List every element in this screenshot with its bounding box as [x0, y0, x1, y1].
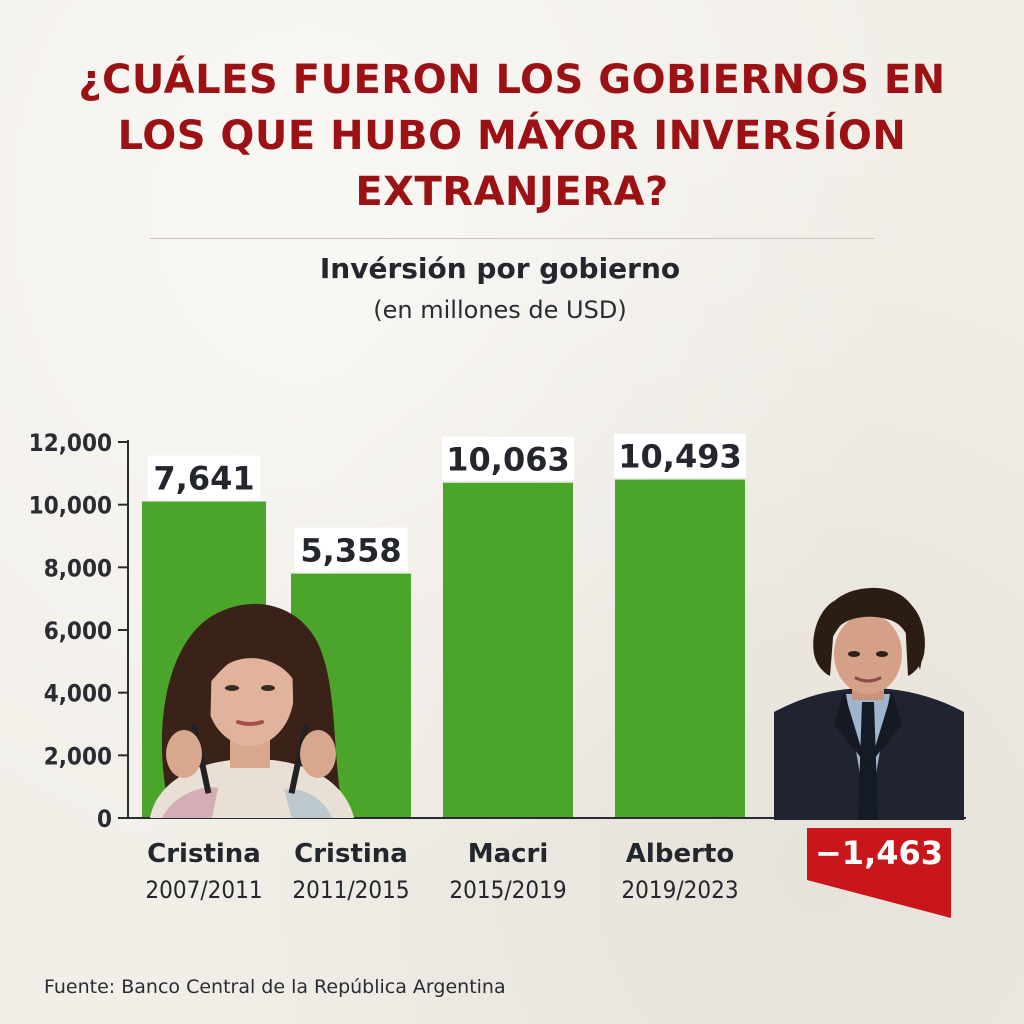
x-tick-label-name: Alberto — [626, 839, 734, 869]
x-tick-label-period: 2015/2019 — [449, 876, 566, 904]
title-divider — [150, 238, 874, 239]
bar — [443, 482, 573, 818]
bar-value-label: −1,463 — [815, 834, 943, 872]
x-tick-label-period: 2007/2011 — [145, 876, 262, 904]
x-tick-label-name: Cristina — [147, 839, 261, 869]
source-note: Fuente: Banco Central de la República Ar… — [44, 976, 506, 998]
bar — [615, 479, 745, 818]
x-tick-label-name: Macri — [468, 839, 549, 869]
y-tick-label: 12,000 — [29, 429, 112, 457]
javier-milei-photo — [774, 587, 964, 820]
y-tick-label: 8,000 — [44, 554, 112, 582]
y-tick-label: 10,000 — [29, 492, 112, 520]
x-tick-label-name: Cristina — [294, 839, 408, 869]
bar-value-label-bg — [442, 436, 574, 481]
bar-value-label-bg — [147, 455, 261, 500]
headline-line-2: LOS QUE HUBO MÁYOR INVERSÍON — [117, 113, 907, 159]
bar-value-label: 10,063 — [446, 441, 569, 479]
bar-value-label: 10,493 — [618, 438, 741, 476]
headline: ¿CUÁLES FUERON LOS GOBIERNOS EN LOS QUE … — [0, 52, 1024, 220]
bar-value-label: 5,358 — [300, 532, 401, 570]
bar — [807, 828, 951, 918]
y-tick-label: 4,000 — [44, 680, 112, 708]
chart-subtitle: (en millones de USD) — [373, 296, 627, 324]
headline-line-1: ¿CUÁLES FUERON LOS GOBIERNOS EN — [78, 57, 946, 103]
y-tick-label: 6,000 — [44, 617, 112, 645]
y-tick-label: 2,000 — [44, 742, 112, 770]
cristina-kirchner-photo — [150, 603, 354, 818]
bar-value-label-bg — [294, 527, 408, 572]
bar-value-label-bg — [614, 433, 746, 478]
headline-line-3: EXTRANJERA? — [355, 169, 669, 215]
x-tick-label-period: 2019/2023 — [621, 876, 738, 904]
y-tick-label: 0 — [97, 805, 112, 833]
x-tick-label-period: 2011/2015 — [292, 876, 409, 904]
bar-value-label: 7,641 — [153, 460, 254, 498]
chart-title: Invérsión por gobierno — [319, 252, 681, 285]
